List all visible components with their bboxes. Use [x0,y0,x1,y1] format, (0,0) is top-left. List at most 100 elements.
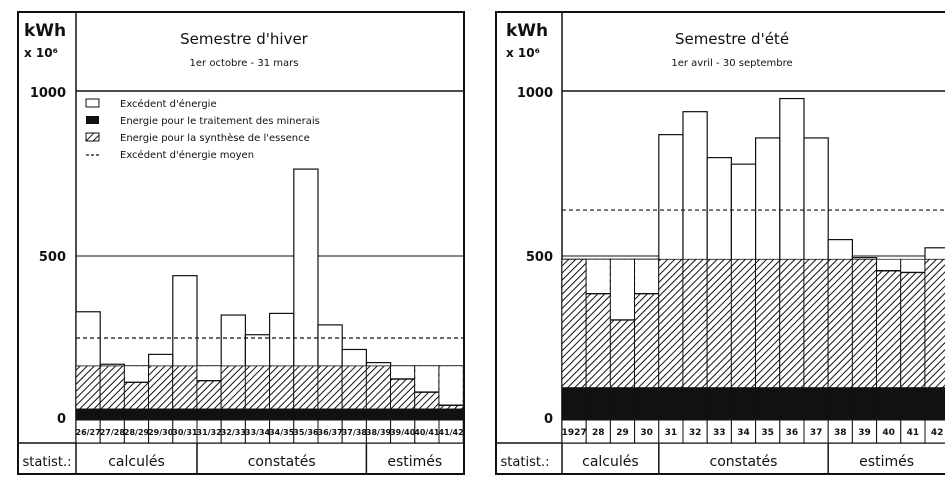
summer-scale-label: x 10⁶ [506,46,540,60]
summer-ytick-0: 0 [544,412,553,427]
summer-minerals-bar [828,387,853,420]
summer-bars [561,97,945,421]
summer-category-label: 29 [616,428,629,438]
summer-title: Semestre d'été [675,30,789,48]
winter-minerals-bar [414,408,439,420]
summer-category-label: 28 [592,428,605,438]
summer-category-label: 34 [737,428,750,438]
summer-minerals-bar [634,387,659,420]
winter-ytick-0: 0 [57,412,66,427]
winter-footer-group-label: calculés [108,454,165,470]
summer-category-label: 33 [713,428,726,438]
summer-minerals-bar [779,387,804,420]
winter-minerals-bar [318,408,343,420]
winter-title: Semestre d'hiver [180,30,309,48]
winter-minerals-bar [197,408,222,420]
summer-footer-group-label: constatés [710,454,778,470]
summer-chart: kWh x 10⁶ Semestre d'été 1er avril - 30 … [495,11,945,475]
winter-category-cell [438,419,464,444]
winter-footer-group-label: estimés [387,454,442,470]
winter-footer: statist.: calculés constatés estimés [23,443,442,474]
legend-swatch-minerals [86,116,99,124]
winter-chart: kWh x 10⁶ Semestre d'hiver 1er octobre -… [17,11,465,475]
winter-minerals-bar [100,408,125,420]
winter-legend: Excédent d'énergie Energie pour le trait… [85,98,320,161]
winter-category-label: 36/37 [318,428,343,437]
winter-unhatched-region [197,366,221,381]
summer-unhatched-region [877,259,901,271]
summer-subtitle: 1er avril - 30 septembre [671,58,792,69]
winter-minerals-bar [76,408,101,420]
summer-minerals-bar [755,387,780,420]
summer-minerals-bar [900,387,925,420]
summer-minerals-bar [658,387,683,420]
summer-category-label: 41 [907,428,920,438]
winter-category-label: 32/33 [221,428,246,437]
winter-minerals-bar [148,408,173,420]
winter-unhatched-region [125,366,148,383]
summer-category-label: 32 [689,428,702,438]
summer-minerals-bar [707,387,732,420]
summer-footer: statist.: calculés constatés estimés [501,443,914,474]
legend-label-surplus: Excédent d'énergie [120,98,217,110]
winter-minerals-bar [293,408,318,420]
summer-minerals-bar [610,387,635,420]
winter-minerals-bar [366,408,391,420]
summer-category-label: 42 [931,428,944,438]
summer-frame [495,11,945,475]
winter-category-label: 30/31 [172,428,198,437]
winter-category-label: 40/41 [414,428,440,437]
summer-unhatched-region [635,259,659,294]
winter-category-label: 33/34 [245,428,271,437]
summer-minerals-bar [562,387,587,420]
summer-unhatched-region [586,259,610,294]
summer-unhatched-region [611,259,634,320]
winter-category-label: 41/42 [439,428,464,437]
summer-minerals-bar [852,387,877,420]
winter-category-label: 39/40 [390,428,416,437]
summer-ytick-500: 500 [526,250,553,265]
summer-minerals-bar [804,387,829,420]
winter-category-label: 28/29 [124,428,150,437]
legend-label-mean: Excédent d'énergie moyen [120,149,254,161]
summer-category-label: 30 [640,428,653,438]
winter-ytick-1000: 1000 [30,86,66,101]
winter-minerals-bar [221,408,246,420]
winter-bars [75,168,464,421]
summer-category-label: 1927 [562,428,587,438]
winter-category-label: 31/32 [197,428,222,437]
summer-category-label: 40 [882,428,895,438]
summer-category-label: 37 [810,428,823,438]
winter-minerals-bar [124,408,149,420]
winter-minerals-bar [439,408,464,420]
summer-ytick-1000: 1000 [517,86,553,101]
winter-category-label: 38/39 [366,428,392,437]
summer-footer-group-label: estimés [859,454,914,470]
winter-category-row: 26/27 27/28 28/29 29/30 30/31 31/32 32/33 33/34… [75,419,464,444]
summer-minerals-bar [683,387,708,420]
legend-swatch-synthesis [85,132,100,142]
summer-category-label: 36 [786,428,799,438]
summer-minerals-bar [876,387,901,420]
summer-category-label: 39 [858,428,871,438]
summer-footer-label: statist.: [501,455,550,470]
winter-unhatched-region [391,366,415,379]
legend-label-minerals: Energie pour le traitement des minerais [120,116,320,127]
winter-category-label: 34/35 [269,428,295,437]
summer-category-label: 35 [761,428,774,438]
winter-minerals-bar [342,408,367,420]
summer-unhatched-region [901,259,925,273]
winter-frame [17,11,465,475]
summer-category-label: 38 [834,428,847,438]
winter-minerals-bar [245,408,270,420]
winter-minerals-bar [269,408,294,420]
winter-unit-label: kWh [24,21,66,41]
summer-category-cell [924,419,945,444]
summer-minerals-bar [925,387,945,420]
summer-category-label: 31 [665,428,678,438]
summer-category-row: 1927 28 29 30 31 32 33 34 35 36 37 38 39 40 41 42 [561,419,945,444]
summer-footer-group-label: calculés [582,454,639,470]
winter-category-label: 35/36 [293,428,319,437]
winter-scale-label: x 10⁶ [24,46,58,60]
winter-category-label: 26/27 [76,428,101,437]
